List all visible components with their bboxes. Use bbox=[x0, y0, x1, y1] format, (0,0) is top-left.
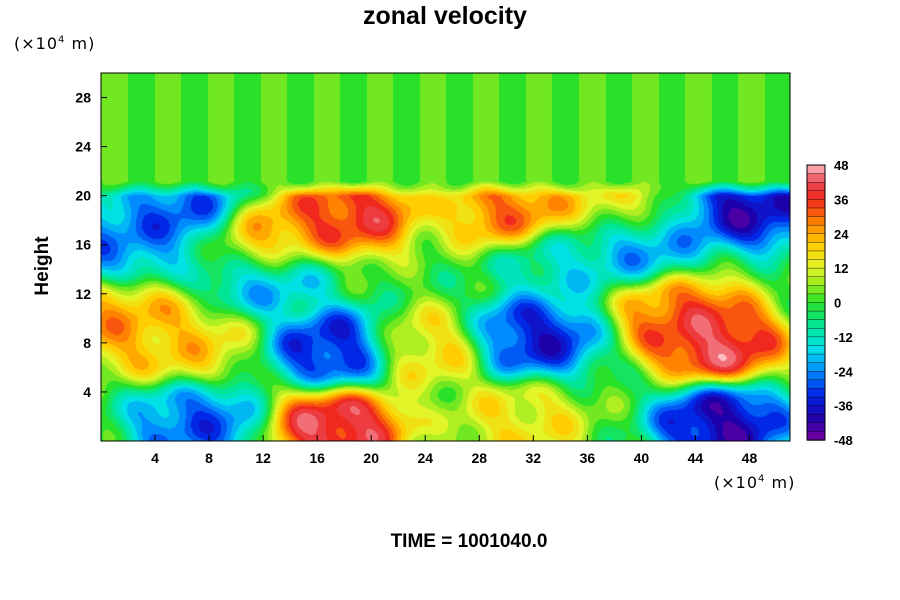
colorbar-segment bbox=[806, 276, 826, 287]
x-tick-label: 28 bbox=[471, 450, 487, 466]
x-tick-label: 16 bbox=[309, 450, 325, 466]
colorbar-segment bbox=[806, 362, 826, 372]
x-unit-suffix: m) bbox=[765, 473, 796, 492]
colorbar-tick-label: -24 bbox=[834, 364, 854, 379]
colorbar-segment bbox=[806, 242, 826, 252]
x-tick-label: 4 bbox=[151, 450, 159, 466]
colorbar-segment bbox=[806, 207, 826, 218]
x-tick-label: 40 bbox=[634, 450, 650, 466]
colorbar-segment bbox=[806, 267, 826, 278]
y-tick-label: 20 bbox=[75, 188, 91, 204]
colorbar-segment bbox=[806, 405, 826, 415]
colorbar-segment bbox=[806, 379, 826, 390]
colorbar-segment bbox=[806, 319, 826, 329]
y-tick-label: 24 bbox=[75, 139, 91, 155]
colorbar-segment bbox=[806, 310, 826, 321]
plot-frame bbox=[100, 72, 791, 442]
time-annotation: TIME = 1001040.0 bbox=[390, 531, 548, 552]
colorbar-segment bbox=[806, 224, 826, 235]
colorbar-segment bbox=[806, 396, 826, 407]
y-tick-label: 16 bbox=[75, 237, 91, 253]
x-unit-exponent: 4 bbox=[758, 473, 766, 485]
colorbar-tick-label: -36 bbox=[834, 399, 853, 414]
colorbar-tick-label: 0 bbox=[834, 296, 841, 311]
colorbar-segment bbox=[806, 371, 826, 381]
colorbar-segment bbox=[806, 422, 826, 433]
y-tick-label: 28 bbox=[75, 90, 91, 106]
colorbar-segment bbox=[806, 173, 826, 183]
x-tick-label: 44 bbox=[688, 450, 704, 466]
colorbar-segment bbox=[806, 233, 826, 244]
colorbar-segment bbox=[806, 250, 826, 261]
y-unit-exponent: 4 bbox=[58, 34, 66, 46]
heatmap-field bbox=[101, 73, 790, 441]
y-tick-label: 4 bbox=[83, 384, 91, 400]
chart-title: zonal velocity bbox=[363, 2, 527, 30]
colorbar-segment bbox=[806, 328, 826, 338]
y-unit-prefix: (×10 bbox=[14, 34, 59, 53]
colorbar-frame bbox=[806, 164, 826, 441]
y-axis-unit: (×104 m) bbox=[14, 34, 95, 53]
y-tick-label: 8 bbox=[83, 335, 91, 351]
colorbar-segment bbox=[806, 164, 826, 175]
x-tick-label: 20 bbox=[363, 450, 379, 466]
colorbar-segment bbox=[806, 388, 826, 398]
colorbar-tick-label: 48 bbox=[834, 158, 848, 173]
colorbar-segment bbox=[806, 259, 826, 269]
colorbar-segment bbox=[806, 199, 826, 209]
colorbar-segment bbox=[806, 216, 826, 226]
x-tick-label: 24 bbox=[417, 450, 433, 466]
colorbar-segment bbox=[806, 285, 826, 295]
y-axis-ticks: 4 8 12 16 20 24 28 bbox=[75, 90, 107, 400]
colorbar: 48 36 24 12 0 -12 -24 -36 -48 bbox=[806, 158, 854, 448]
colorbar-tick-label: -48 bbox=[834, 433, 853, 448]
x-tick-label: 12 bbox=[255, 450, 271, 466]
colorbar-segment bbox=[806, 345, 826, 355]
x-unit-prefix: (×10 bbox=[714, 473, 759, 492]
colorbar-tick-label: 12 bbox=[834, 261, 848, 276]
x-axis-unit: (×104 m) bbox=[714, 473, 795, 492]
colorbar-segment bbox=[806, 293, 826, 304]
y-unit-suffix: m) bbox=[65, 34, 96, 53]
x-tick-label: 36 bbox=[580, 450, 596, 466]
colorbar-segment bbox=[806, 336, 826, 347]
x-tick-label: 32 bbox=[526, 450, 542, 466]
colorbar-tick-label: -12 bbox=[834, 330, 853, 345]
y-tick-label: 12 bbox=[75, 286, 91, 302]
colorbar-segment bbox=[806, 181, 826, 192]
colorbar-tick-label: 24 bbox=[834, 227, 849, 242]
x-tick-label: 48 bbox=[742, 450, 758, 466]
colorbar-segment bbox=[806, 190, 826, 201]
colorbar-segment bbox=[806, 353, 826, 364]
colorbar-segment bbox=[806, 431, 826, 441]
x-tick-label: 8 bbox=[205, 450, 213, 466]
colorbar-segment bbox=[806, 414, 826, 424]
colorbar-segment bbox=[806, 302, 826, 312]
colorbar-tick-label: 36 bbox=[834, 192, 848, 207]
x-axis-ticks: 4 8 12 16 20 24 28 32 36 40 44 48 bbox=[151, 435, 757, 466]
